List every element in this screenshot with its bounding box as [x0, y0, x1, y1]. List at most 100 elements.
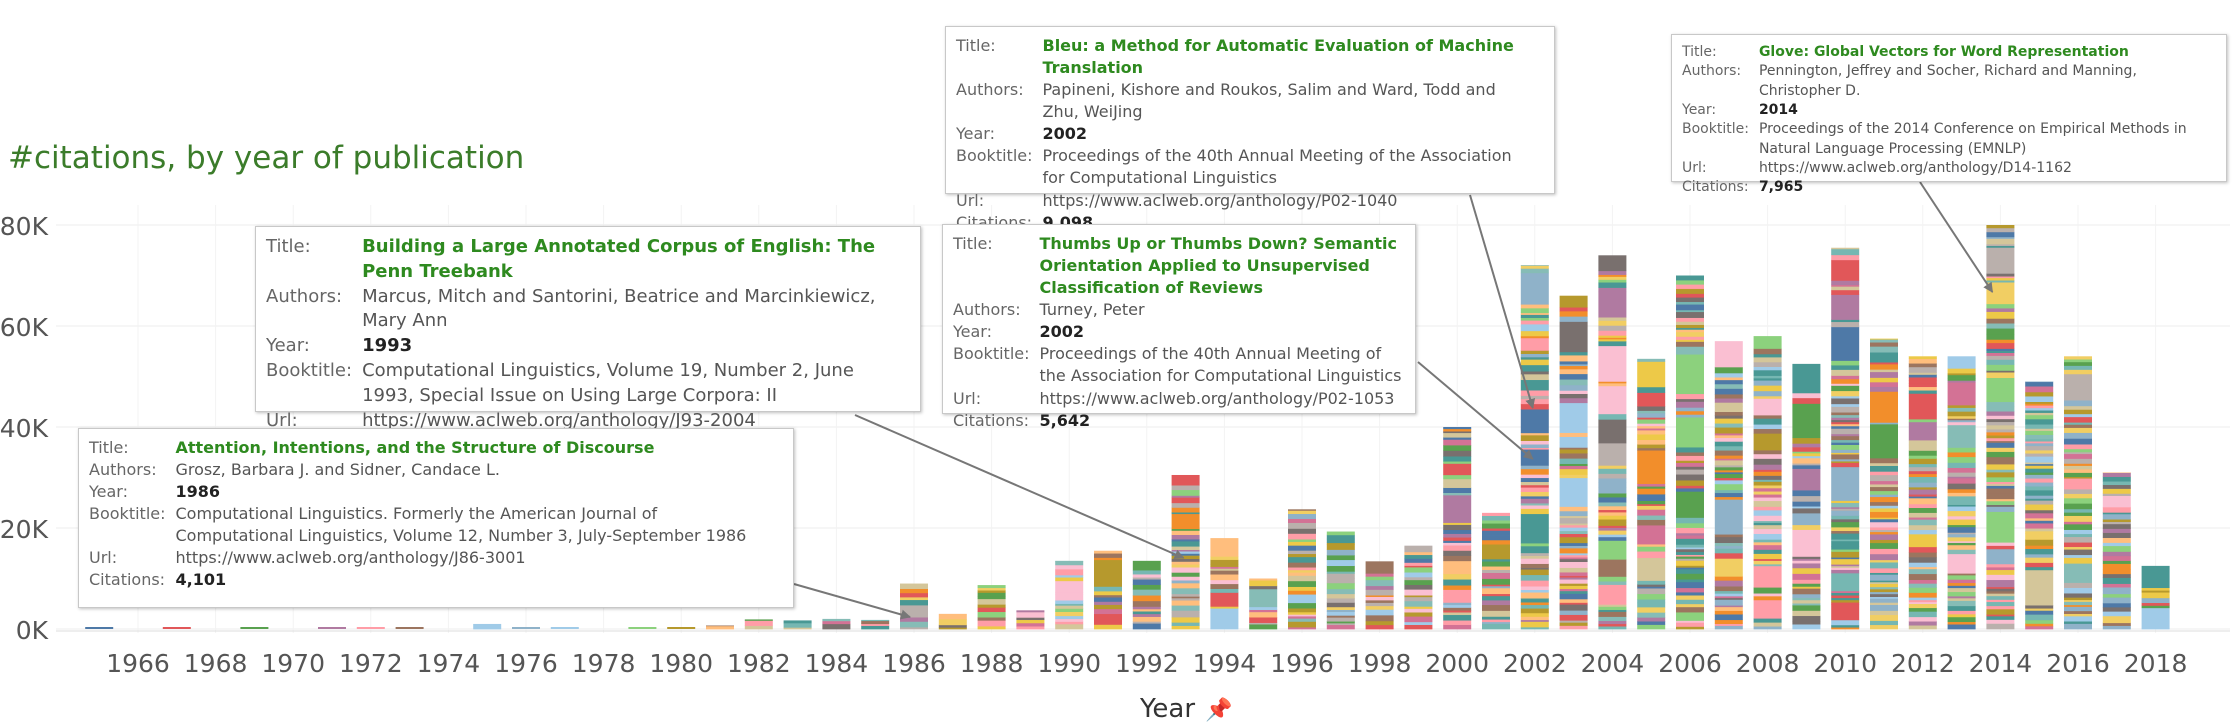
tooltip-title[interactable]: Glove: Global Vectors for Word Represent… [1758, 44, 2129, 60]
bar-1980[interactable] [667, 627, 696, 629]
bar-segment [1792, 599, 1821, 604]
bar-1965[interactable] [85, 627, 114, 629]
bar-segment [1947, 536, 1976, 542]
bar-segment [1637, 505, 1666, 510]
bar-2004[interactable] [1598, 255, 1627, 630]
bar-2008[interactable] [1753, 336, 1782, 630]
bar-segment [1831, 423, 1860, 427]
bar-segment [1831, 365, 1860, 370]
bar-1999[interactable] [1404, 545, 1433, 630]
bar-segment [1908, 473, 1937, 478]
tooltip-title[interactable]: Bleu: a Method for Automatic Evaluation … [1042, 36, 1514, 78]
bar-1989[interactable] [1016, 610, 1045, 630]
bar-1990[interactable] [1055, 560, 1084, 630]
bar-1995[interactable] [1249, 578, 1278, 630]
bar-2007[interactable] [1714, 341, 1743, 630]
bar-1991[interactable] [1094, 550, 1122, 630]
bar-segment [1288, 621, 1316, 628]
bar-1994[interactable] [1210, 538, 1239, 630]
pin-icon[interactable]: 📌 [1205, 698, 1233, 723]
tooltip-url[interactable]: https://www.aclweb.org/anthology/P02-105… [1039, 388, 1395, 408]
bar-segment [1908, 607, 1937, 612]
bar-2010[interactable] [1831, 247, 1860, 630]
bar-2018[interactable] [2141, 565, 2170, 630]
bar-segment [1986, 506, 2015, 512]
x-tick-label: 1974 [417, 649, 481, 678]
bar-1992[interactable] [1132, 560, 1161, 630]
bar-segment [1676, 480, 1704, 486]
bar-2006[interactable] [1676, 275, 1704, 630]
bar-segment [1676, 393, 1704, 400]
bar-segment [1947, 616, 1976, 623]
bar-1998[interactable] [1365, 561, 1394, 630]
bar-1986[interactable] [900, 583, 928, 630]
bar-segment [1986, 615, 2015, 620]
bar-2005[interactable] [1637, 358, 1666, 630]
bar-1987[interactable] [938, 613, 967, 630]
bar-1993[interactable] [1171, 474, 1200, 630]
tooltip-title[interactable]: Thumbs Up or Thumbs Down? Semantic Orien… [1039, 234, 1397, 298]
tooltip-url[interactable]: https://www.aclweb.org/anthology/D14-116… [1758, 159, 2072, 176]
bar-2017[interactable] [2102, 472, 2131, 630]
bar-2015[interactable] [2025, 381, 2054, 630]
tooltip-url[interactable]: https://www.aclweb.org/anthology/P02-104… [1042, 190, 1398, 210]
bar-1971[interactable] [318, 627, 346, 629]
bar-segment [1908, 374, 1937, 378]
bar-segment [1986, 579, 2015, 585]
bar-1967[interactable] [162, 627, 191, 629]
bar-1975[interactable] [473, 623, 502, 630]
bar-segment [1559, 453, 1588, 459]
tooltip-url[interactable]: https://www.aclweb.org/anthology/J86-300… [175, 548, 526, 568]
bar-segment [1598, 620, 1627, 625]
bar-1984[interactable] [822, 618, 851, 630]
bar-1981[interactable] [706, 625, 734, 630]
bar-2011[interactable] [1870, 338, 1898, 630]
bar-2009[interactable] [1792, 363, 1821, 630]
bar-segment [1947, 404, 1976, 408]
bar-segment [1831, 294, 1860, 320]
tooltip-authors: Turney, Peter [1039, 300, 1145, 320]
bar-2003[interactable] [1559, 295, 1588, 630]
bar-segment [1637, 423, 1666, 427]
bar-segment [1986, 459, 2015, 465]
bar-segment [2102, 476, 2131, 482]
bar-segment [1365, 585, 1394, 590]
bar-2016[interactable] [2064, 356, 2092, 630]
tooltip-title[interactable]: Attention, Intentions, and the Structure… [175, 438, 655, 457]
bar-segment [1598, 502, 1627, 507]
bar-segment [1947, 407, 1976, 412]
bar-segment [550, 627, 579, 629]
bar-2001[interactable] [1482, 512, 1510, 630]
bar-1973[interactable] [395, 627, 424, 629]
bar-1996[interactable] [1288, 509, 1316, 630]
bar-segment [1132, 600, 1161, 607]
bar-1982[interactable] [744, 619, 773, 630]
tooltip-url[interactable]: https://www.aclweb.org/anthology/J93-200… [362, 409, 756, 431]
bar-2000[interactable] [1443, 427, 1472, 630]
bar-segment [1443, 524, 1472, 531]
bar-1988[interactable] [977, 585, 1006, 630]
bar-1983[interactable] [783, 620, 812, 630]
bar-2002[interactable] [1520, 265, 1549, 630]
bar-2013[interactable] [1947, 356, 1976, 630]
bar-segment [1598, 320, 1627, 326]
bar-segment [1443, 522, 1472, 525]
bar-segment [2102, 563, 2131, 570]
bar-1997[interactable] [1326, 531, 1355, 630]
bar-1969[interactable] [240, 627, 269, 629]
bar-1972[interactable] [356, 627, 385, 629]
bar-segment [1559, 373, 1588, 380]
bar-segment [1986, 352, 2015, 356]
bar-segment [1443, 494, 1472, 523]
bar-2012[interactable] [1908, 356, 1937, 630]
bar-segment [1520, 474, 1549, 479]
bar-1979[interactable] [628, 627, 657, 629]
bar-1976[interactable] [512, 627, 540, 629]
tooltip-title[interactable]: Building a Large Annotated Corpus of Eng… [362, 236, 876, 282]
bar-segment [1443, 537, 1472, 541]
bar-segment [1637, 500, 1666, 505]
bar-2014[interactable] [1986, 225, 2015, 630]
bar-1985[interactable] [861, 619, 890, 630]
bar-1977[interactable] [550, 627, 579, 629]
bar-segment [1016, 617, 1045, 621]
